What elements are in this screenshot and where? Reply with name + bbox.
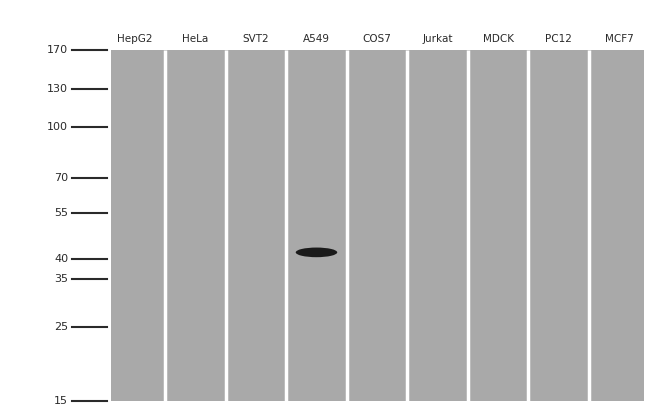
Text: Jurkat: Jurkat xyxy=(422,34,453,44)
Text: SVT2: SVT2 xyxy=(242,34,269,44)
Text: MDCK: MDCK xyxy=(482,34,514,44)
Text: 170: 170 xyxy=(47,45,68,55)
Text: 55: 55 xyxy=(54,208,68,218)
Text: 25: 25 xyxy=(54,322,68,332)
Text: 35: 35 xyxy=(54,274,68,284)
Text: HepG2: HepG2 xyxy=(117,34,153,44)
Text: PC12: PC12 xyxy=(545,34,572,44)
Text: 70: 70 xyxy=(54,173,68,184)
Text: 100: 100 xyxy=(47,122,68,132)
Text: HeLa: HeLa xyxy=(182,34,209,44)
Text: COS7: COS7 xyxy=(363,34,391,44)
Text: A549: A549 xyxy=(303,34,330,44)
Text: MCF7: MCF7 xyxy=(604,34,634,44)
Text: 130: 130 xyxy=(47,84,68,94)
Text: 40: 40 xyxy=(54,255,68,265)
Text: 15: 15 xyxy=(54,396,68,406)
Ellipse shape xyxy=(296,247,337,257)
Bar xyxy=(111,50,644,401)
